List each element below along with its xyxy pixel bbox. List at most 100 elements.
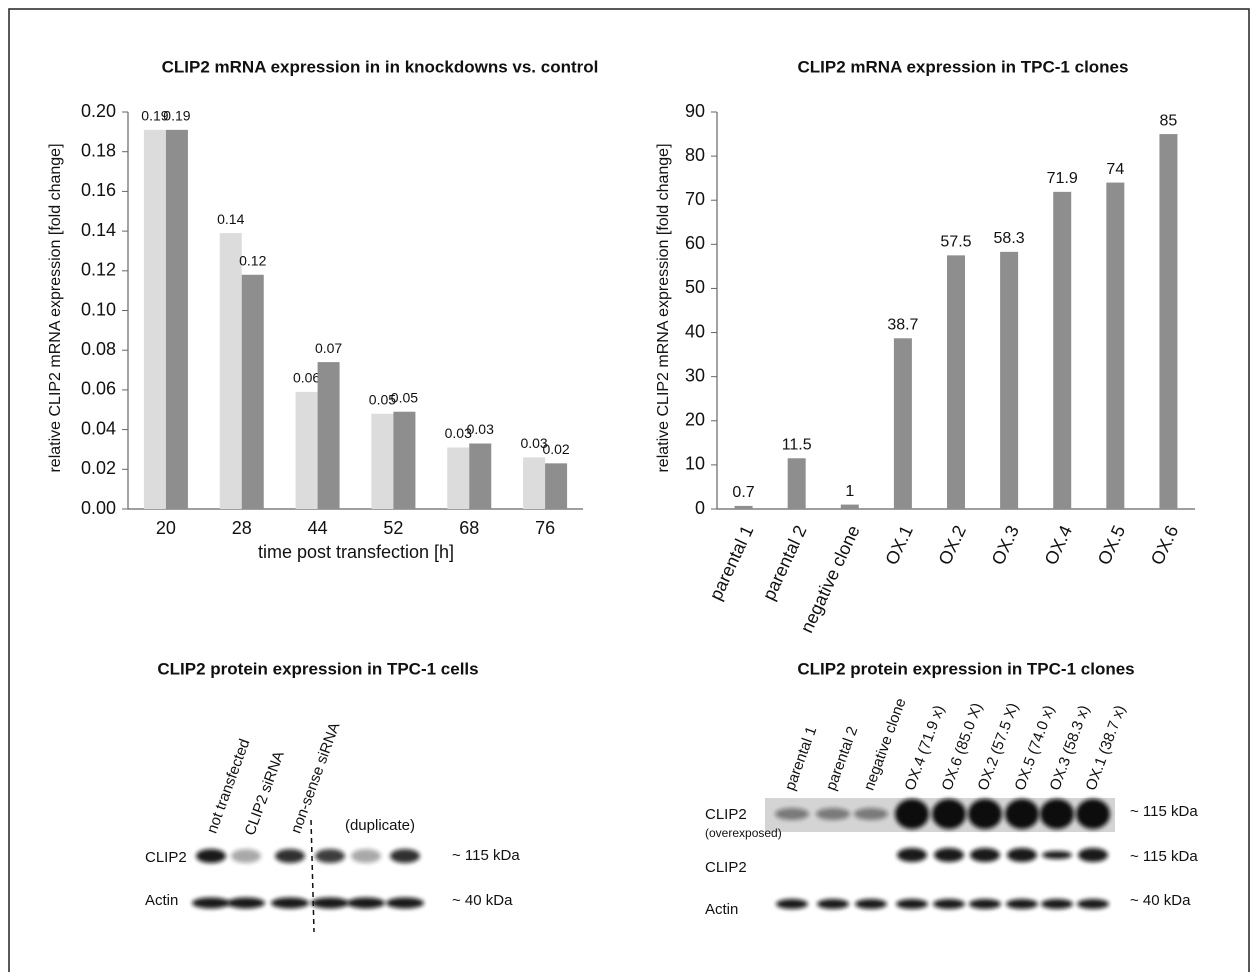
- y-tick-label: 0.14: [81, 220, 116, 240]
- lane-label: parental 1: [782, 724, 821, 793]
- blot-band: [932, 799, 966, 829]
- blot-band: [895, 799, 929, 829]
- lane-divider: [311, 820, 314, 932]
- y-tick-label: 0.10: [81, 299, 116, 319]
- lane-label: negative clone: [861, 696, 910, 793]
- value-label: 0.12: [239, 252, 266, 268]
- x-tick-label: 52: [383, 518, 403, 538]
- x-tick-label: OX.3: [988, 522, 1023, 568]
- bar: [242, 275, 264, 509]
- blot-band: [817, 899, 849, 909]
- value-label: 0.14: [217, 211, 244, 227]
- lane-label: CLIP2 siRNA: [242, 749, 288, 838]
- bar: [220, 233, 242, 509]
- row-label: CLIP2: [145, 849, 187, 866]
- blot-band: [970, 848, 1000, 862]
- blot-band: [1076, 799, 1110, 829]
- x-tick-label: 20: [156, 518, 176, 538]
- blot-band: [1077, 899, 1109, 909]
- bar: [788, 458, 806, 509]
- y-tick-label: 80: [685, 145, 705, 165]
- blot-band: [1040, 799, 1074, 829]
- y-tick-label: 0.16: [81, 180, 116, 200]
- bar: [1159, 134, 1177, 509]
- blot-band: [390, 849, 420, 863]
- blot-band: [192, 898, 230, 909]
- value-label: 0.02: [542, 441, 569, 457]
- blot-band: [275, 849, 305, 863]
- value-label: 38.7: [887, 317, 918, 334]
- blot-band: [271, 898, 309, 909]
- bar: [1106, 183, 1124, 509]
- y-tick-label: 60: [685, 233, 705, 253]
- lane-label: parental 2: [823, 724, 862, 793]
- blot-band: [969, 899, 1001, 909]
- blot-band: [934, 848, 964, 862]
- x-tick-label: 76: [535, 518, 555, 538]
- blot-band: [1006, 899, 1038, 909]
- size-label: ~ 115 kDa: [1130, 803, 1198, 820]
- x-tick-label: 28: [232, 518, 252, 538]
- blot-band: [897, 848, 927, 862]
- y-tick-label: 70: [685, 189, 705, 209]
- bar: [469, 443, 491, 509]
- x-tick-label: 68: [459, 518, 479, 538]
- bar: [371, 414, 393, 509]
- value-label: 11.5: [782, 436, 812, 453]
- bar: [735, 506, 753, 509]
- y-tick-label: 0.12: [81, 260, 116, 280]
- value-label: 1: [845, 483, 854, 500]
- value-label: 0.03: [467, 421, 494, 437]
- y-tick-label: 50: [685, 277, 705, 297]
- y-axis-label: relative CLIP2 mRNA expression [fold cha…: [655, 143, 672, 472]
- y-tick-label: 90: [685, 101, 705, 121]
- size-label: ~ 115 kDa: [452, 847, 520, 864]
- chart-title: CLIP2 mRNA expression in in knockdowns v…: [162, 57, 599, 76]
- y-tick-label: 0.00: [81, 498, 116, 518]
- bar: [545, 463, 567, 509]
- bar: [1053, 192, 1071, 509]
- value-label: 57.5: [940, 234, 971, 251]
- y-tick-label: 0.02: [81, 458, 116, 478]
- lane-label: (duplicate): [345, 817, 415, 834]
- value-label: 58.3: [994, 230, 1025, 247]
- size-label: ~ 115 kDa: [1130, 848, 1198, 865]
- lane-label: non-sense siRNA: [288, 720, 344, 835]
- x-tick-label: OX.2: [934, 522, 969, 568]
- y-axis-label: relative CLIP2 mRNA expression [fold cha…: [47, 143, 64, 472]
- x-tick-label: 44: [308, 518, 328, 538]
- blot-title: CLIP2 protein expression in TPC-1 clones: [797, 659, 1134, 678]
- blot-band: [347, 898, 385, 909]
- value-label: 0.06: [293, 370, 320, 386]
- blot-band: [351, 849, 381, 863]
- x-tick-label: negative clone: [797, 522, 864, 636]
- blot-band: [1005, 799, 1039, 829]
- blot-band: [896, 899, 928, 909]
- row-label: CLIP2: [705, 806, 747, 823]
- x-tick-label: OX.1: [881, 522, 916, 568]
- x-tick-label: OX.6: [1147, 522, 1182, 568]
- value-label: 85: [1160, 112, 1178, 129]
- y-tick-label: 20: [685, 410, 705, 430]
- value-label: 0.19: [163, 108, 190, 124]
- value-label: 71.9: [1047, 170, 1078, 187]
- bar: [894, 338, 912, 509]
- y-tick-label: 30: [685, 365, 705, 385]
- bar: [447, 447, 469, 509]
- bar: [841, 505, 859, 509]
- y-tick-label: 0.06: [81, 379, 116, 399]
- y-tick-label: 40: [685, 321, 705, 341]
- bar: [166, 130, 188, 509]
- blot-title: CLIP2 protein expression in TPC-1 cells: [157, 659, 478, 678]
- row-label: Actin: [705, 901, 738, 918]
- bar: [523, 457, 545, 509]
- blot-band: [933, 899, 965, 909]
- chart-title: CLIP2 mRNA expression in TPC-1 clones: [798, 57, 1129, 76]
- x-tick-label: OX.5: [1094, 522, 1129, 568]
- x-tick-label: OX.4: [1041, 522, 1076, 568]
- size-label: ~ 40 kDa: [1130, 892, 1191, 909]
- bar: [144, 130, 166, 509]
- row-note: (overexposed): [705, 826, 782, 840]
- y-tick-label: 0.20: [81, 101, 116, 121]
- blot-band: [1041, 899, 1073, 909]
